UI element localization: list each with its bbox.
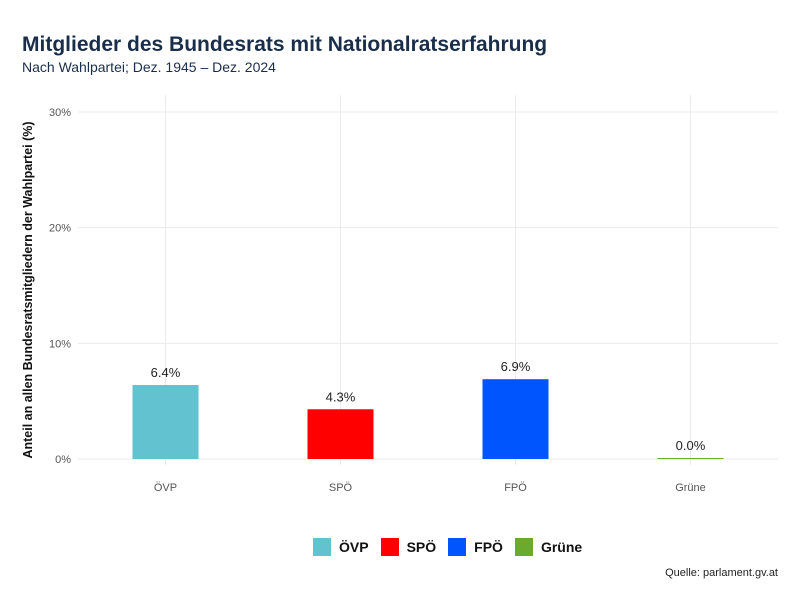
data-label: 6.9%: [501, 359, 531, 374]
data-label: 6.4%: [151, 365, 181, 380]
legend-swatch-grüne: [514, 538, 533, 556]
data-label: 0.0%: [676, 438, 706, 453]
x-tick-label: ÖVP: [154, 482, 177, 494]
chart-title: Mitglieder des Bundesrats mit Nationalra…: [22, 33, 548, 56]
x-tick-label: FPÖ: [504, 482, 527, 494]
legend-label: Grüne: [540, 539, 583, 555]
legend-swatch-fpö: [448, 538, 467, 556]
legend-label: FPÖ: [474, 539, 503, 555]
y-tick-label: 30%: [49, 107, 71, 119]
y-tick-label: 0%: [55, 454, 71, 466]
legend: ÖVP SPÖ FPÖ Grüne: [313, 538, 594, 556]
legend-swatch-övp: [313, 538, 331, 556]
source-note: Quelle: parlament.gv.at: [665, 567, 778, 579]
legend-label: SPÖ: [406, 539, 437, 555]
x-tick-label: SPÖ: [329, 482, 353, 494]
legend-label: ÖVP: [339, 539, 369, 555]
x-tick-label: Grüne: [675, 482, 706, 494]
chart-subtitle: Nach Wahlpartei; Dez. 1945 – Dez. 2024: [22, 59, 276, 75]
bar-övp: [132, 384, 199, 459]
bar-grüne: [657, 458, 724, 459]
y-tick-label: 10%: [49, 338, 71, 350]
legend-swatch-spö: [380, 538, 399, 556]
bar-spö: [307, 409, 374, 459]
data-label: 4.3%: [326, 389, 356, 404]
y-tick-label: 20%: [49, 223, 71, 235]
bar-fpö: [482, 379, 549, 459]
